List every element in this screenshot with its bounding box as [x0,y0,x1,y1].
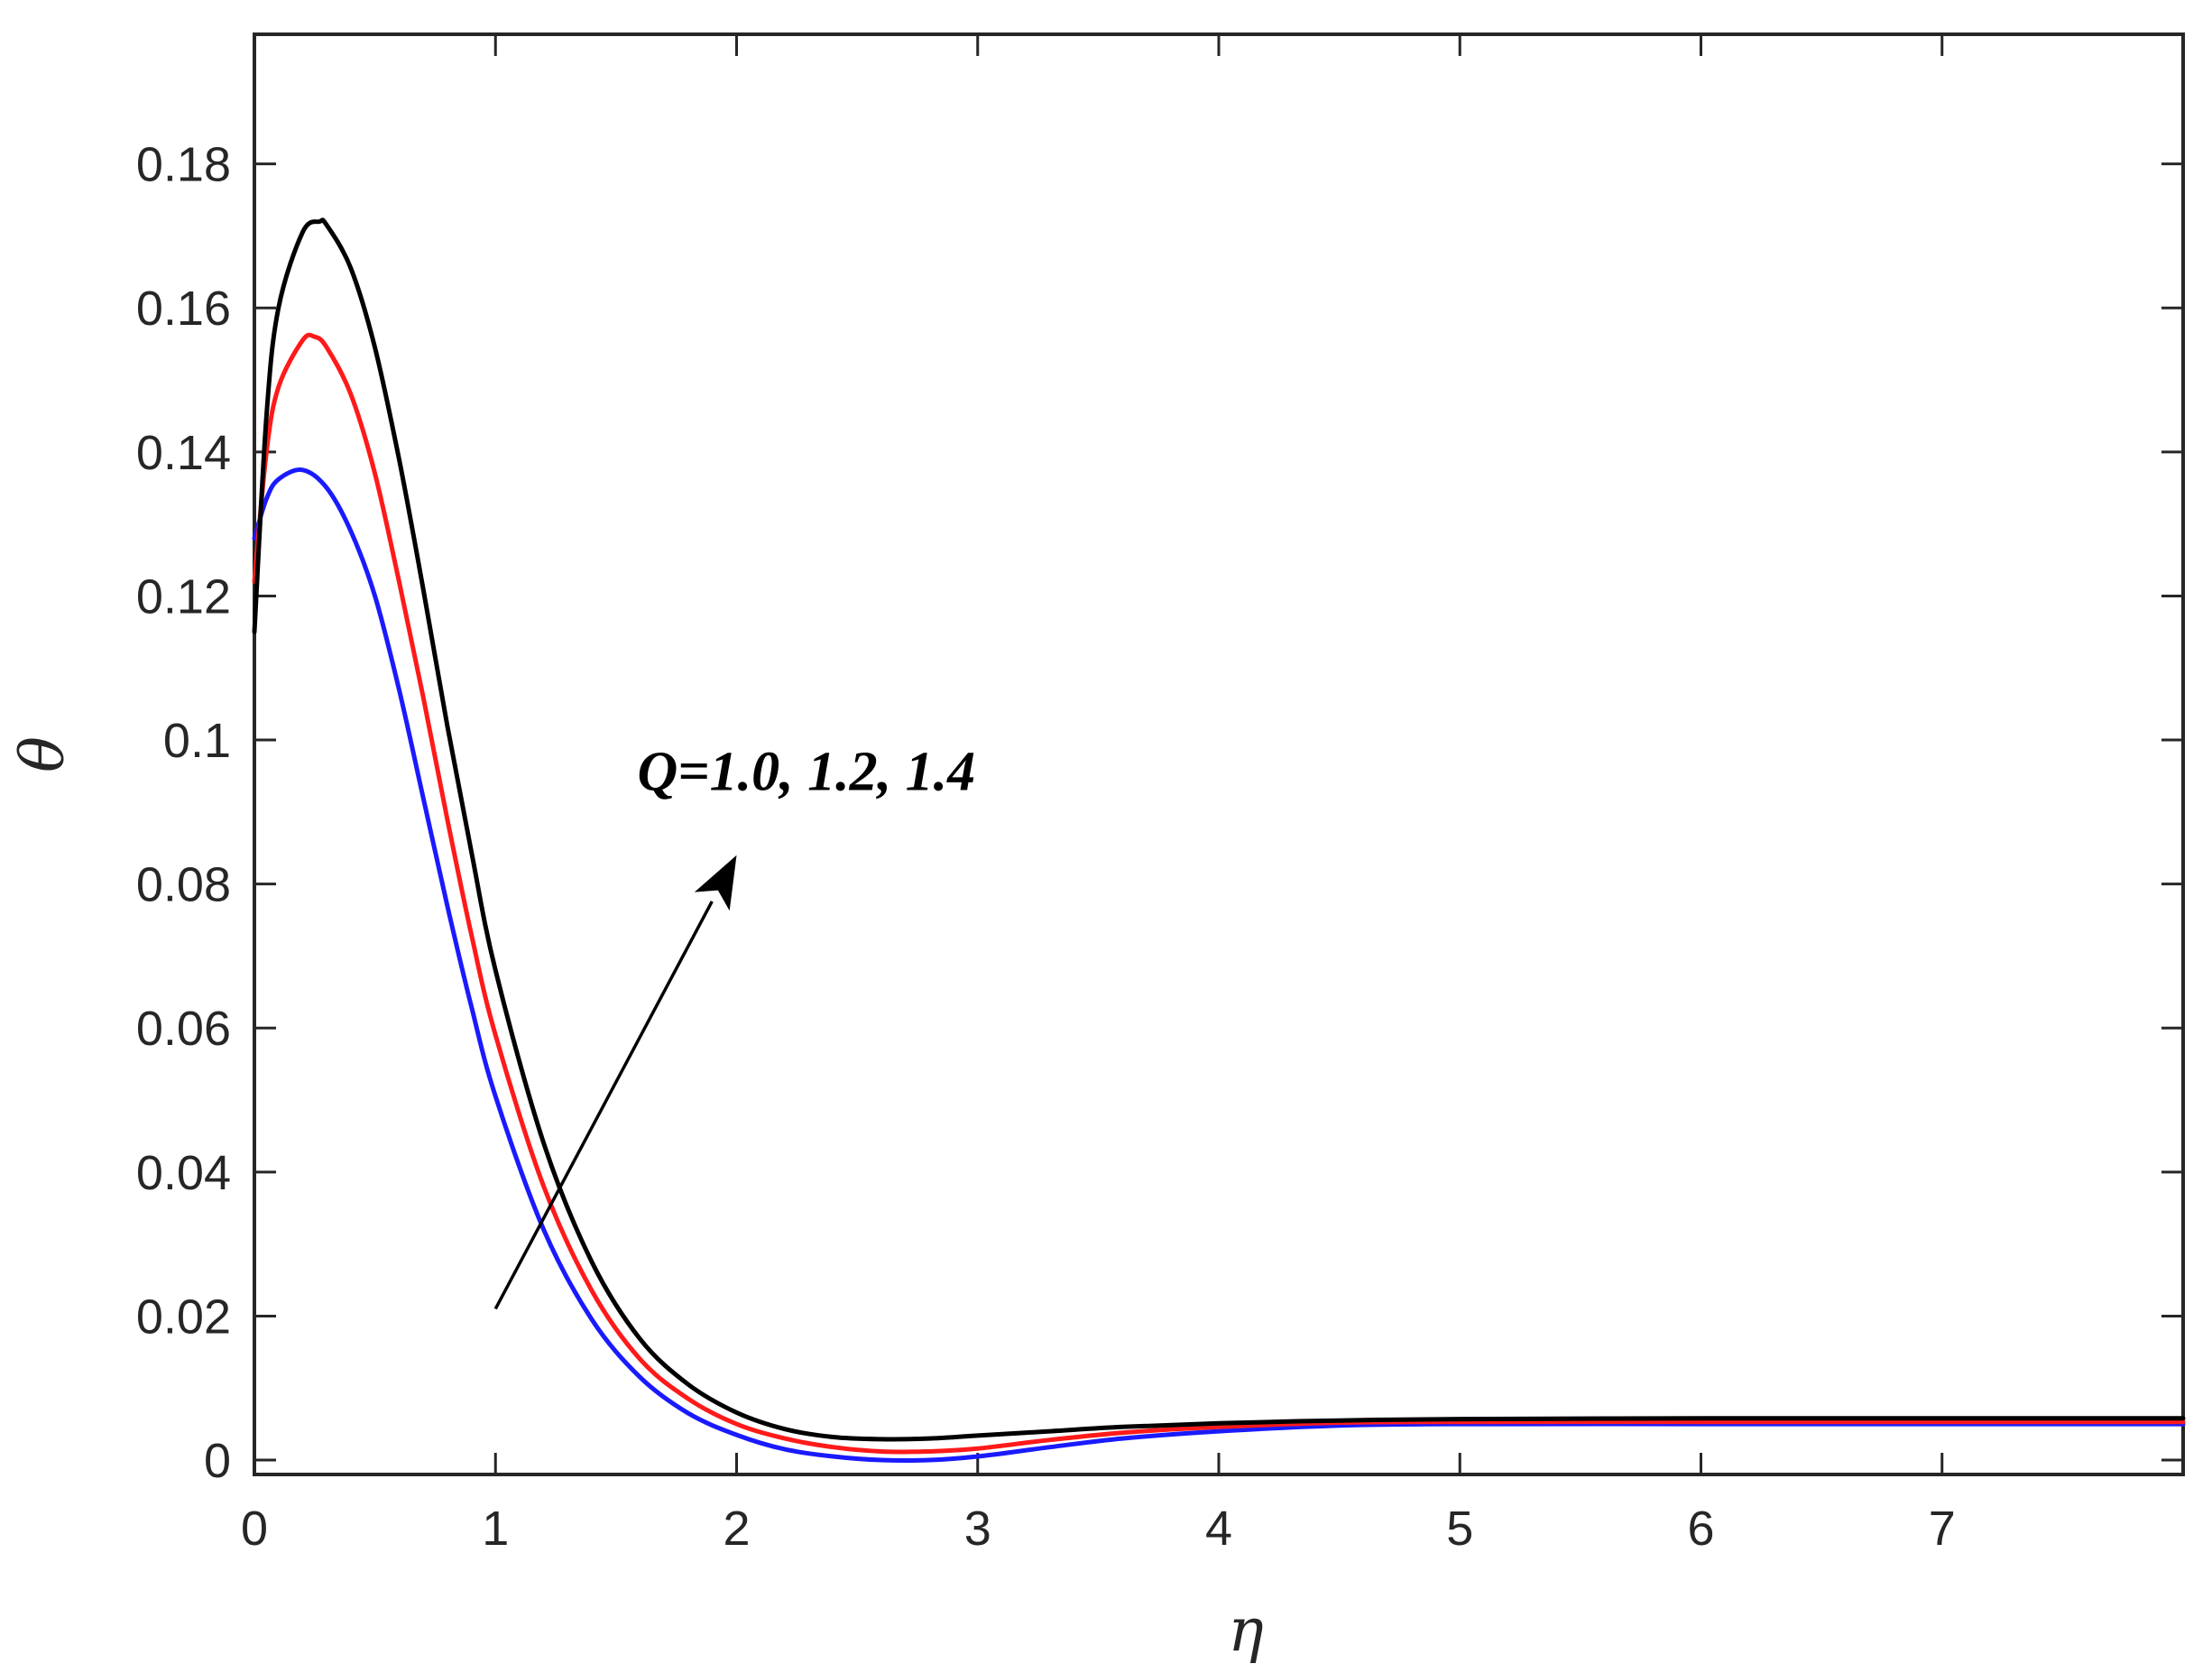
y-tick-label: 0.02 [136,1289,231,1344]
annotation-arrowhead [694,855,737,911]
x-tick-label: 0 [241,1502,268,1556]
x-tick-label: 6 [1687,1502,1714,1556]
x-tick-label: 7 [1929,1502,1956,1556]
annotation-label: Q=1.0, 1.2, 1.4 [638,742,976,803]
annotation-arrow [493,901,714,1310]
x-tick-label: 1 [482,1502,509,1556]
y-axis: 0 0.02 0.04 0.06 0.08 0.1 0.12 0.14 0.16 0.18 [136,138,2183,1488]
series-line-2 [252,332,2186,1455]
annotation-layer: Q=1.0, 1.2, 1.4 [493,742,976,1310]
x-tick-label: 3 [964,1502,991,1556]
y-tick-label: 0.08 [136,858,231,912]
y-tick-label: 0.04 [136,1146,231,1200]
x-axis-label: η [1228,1595,1264,1665]
x-tick-label: 5 [1446,1502,1473,1556]
y-tick-label: 0.14 [136,426,231,480]
series-layer [252,217,2186,1464]
y-tick-label: 0.18 [136,138,231,192]
y-tick-label: 0.06 [136,1002,231,1056]
y-axis-label: θ [8,736,78,772]
x-tick-label: 2 [723,1502,750,1556]
series-line-3 [252,217,2186,1442]
x-axis: 0 1 2 3 4 5 6 7 [241,34,1956,1556]
y-tick-label: 0 [204,1434,231,1488]
y-tick-label: 0.1 [163,714,231,768]
y-tick-label: 0.12 [136,569,231,624]
plot-area-frame [253,32,2185,1476]
x-tick-label: 4 [1205,1502,1232,1556]
y-tick-label: 0.16 [136,282,231,336]
